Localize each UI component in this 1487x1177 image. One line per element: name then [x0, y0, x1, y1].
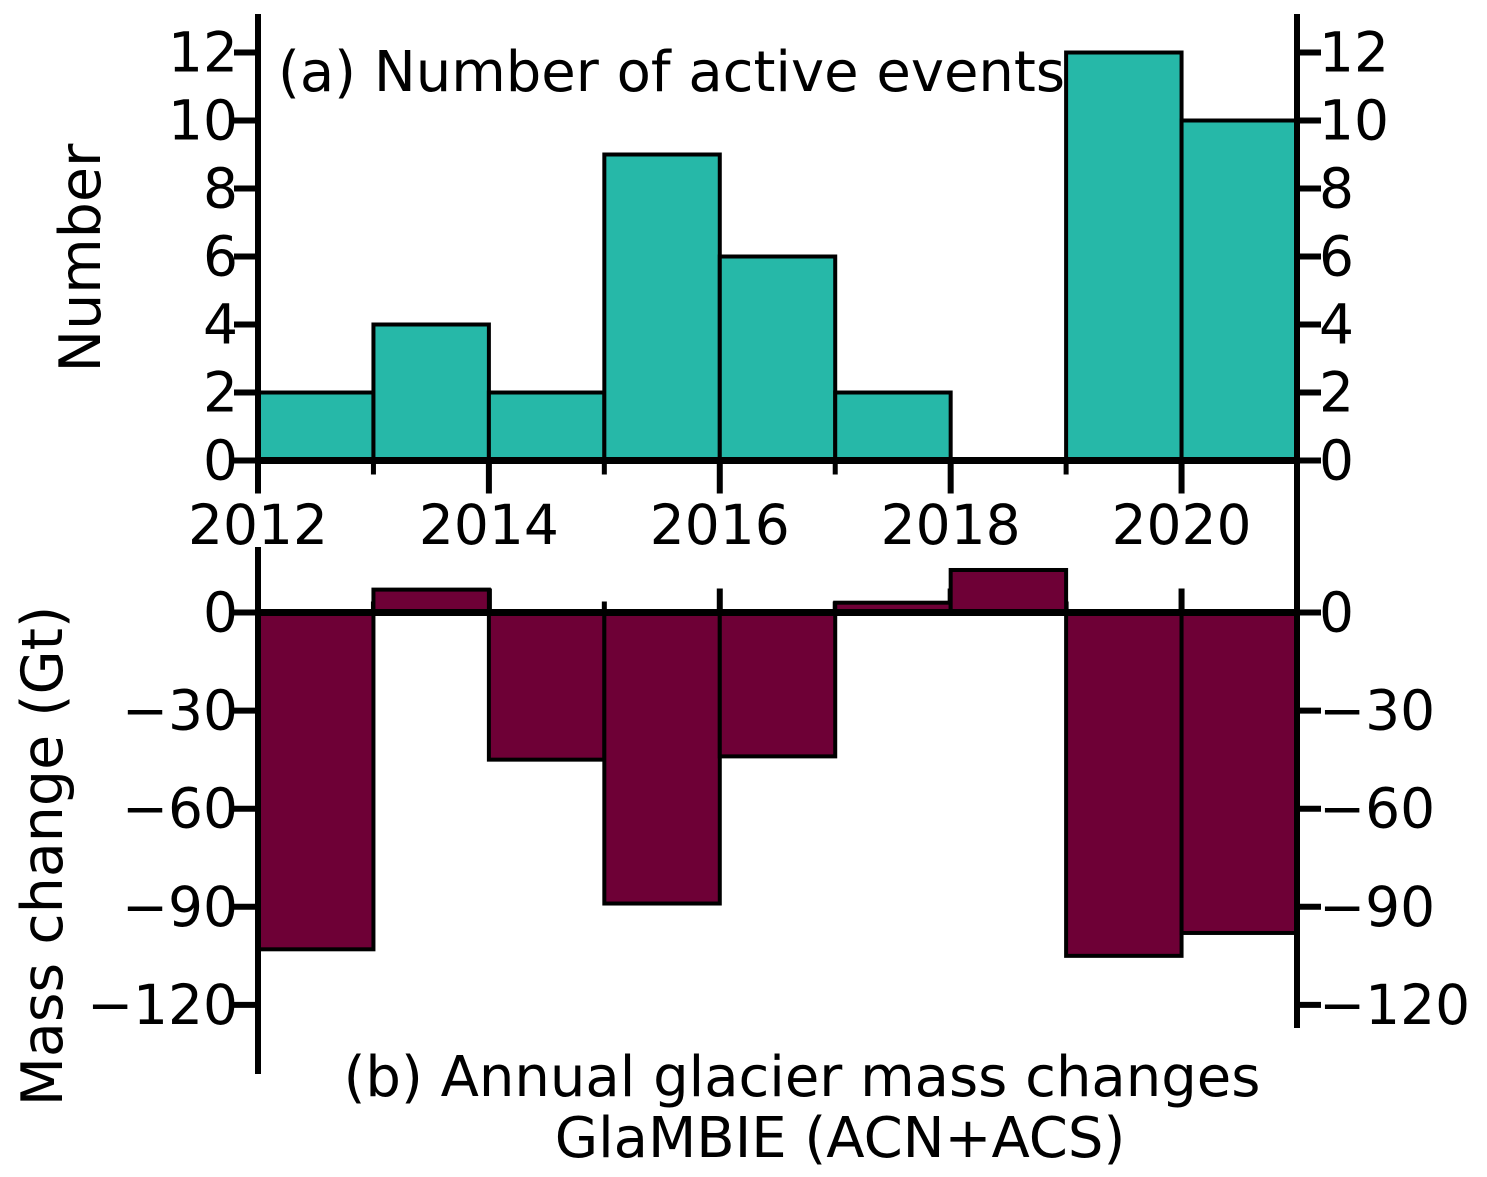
panel-a-bars — [256, 50, 1299, 463]
bar-mass-change-2018 — [948, 567, 1069, 615]
y-tick-label-left: −60 — [122, 777, 238, 841]
bar-mass-change-2015 — [602, 610, 722, 906]
x-tick-label: 2018 — [881, 493, 1021, 557]
y-tick-label-left: 6 — [203, 225, 238, 289]
y-tick-label-left: −90 — [122, 875, 238, 939]
y-tick-label-left: −120 — [87, 973, 238, 1037]
y-tick-label-left: −30 — [122, 679, 238, 743]
y-tick-label-left: 8 — [203, 157, 238, 221]
y-tick-label-right: 0 — [1319, 581, 1354, 645]
y-tick-label-right: −60 — [1319, 777, 1435, 841]
bar-events-2012 — [256, 390, 376, 463]
bar-events-2016 — [717, 254, 838, 463]
y-tick-label-left: 12 — [168, 21, 238, 85]
x-tick-label: 2012 — [188, 493, 328, 557]
bar-mass-change-2019 — [1064, 610, 1184, 958]
panel-b-ticks: 0 0 −30 −30 −60 −60 −90 −90 −120 −120 — [87, 581, 1470, 1037]
bar-events-2013 — [371, 322, 491, 463]
bar-events-2019 — [1064, 50, 1184, 463]
y-tick-label-right: 10 — [1319, 89, 1389, 153]
y-tick-label-left: 4 — [203, 293, 238, 357]
y-tick-label-right: 8 — [1319, 157, 1354, 221]
y-tick-label-left: 2 — [203, 361, 238, 425]
y-tick-label-right: −120 — [1319, 973, 1470, 1037]
panel-b-title-line1: (b) Annual glacier mass changes — [344, 1045, 1261, 1110]
y-tick-label-right: 12 — [1319, 21, 1389, 85]
bar-events-2017 — [833, 390, 953, 463]
bar-mass-change-2012 — [256, 610, 376, 952]
bar-mass-change-2016 — [717, 610, 838, 759]
y-tick-label-right: 0 — [1319, 429, 1354, 493]
panel-a-title: (a) Number of active events — [278, 40, 1065, 105]
panel-b-bars — [256, 567, 1299, 958]
x-tick-label: 2014 — [419, 493, 559, 557]
y-tick-label-left: 0 — [203, 581, 238, 645]
panel-b-y-axis-label: Mass change (Gt) — [10, 606, 76, 1107]
x-tick-label: 2020 — [1112, 493, 1252, 557]
bar-mass-change-2020 — [1179, 610, 1299, 935]
bar-mass-change-2014 — [486, 610, 607, 762]
panel-b-title-line2: GlaMBIE (ACN+ACS) — [555, 1106, 1126, 1171]
panel-b-axes — [255, 14, 1300, 1074]
bar-events-2015 — [602, 152, 722, 463]
y-tick-label-right: 2 — [1319, 361, 1354, 425]
panel-a-y-axis-label: Number — [48, 143, 114, 373]
bar-events-2014 — [486, 390, 607, 463]
y-tick-label-right: −90 — [1319, 875, 1435, 939]
y-tick-label-left: 10 — [168, 89, 238, 153]
bar-events-2020 — [1179, 118, 1299, 463]
y-tick-label-right: −30 — [1319, 679, 1435, 743]
y-tick-label-left: 0 — [203, 429, 238, 493]
x-tick-label: 2016 — [650, 493, 790, 557]
panel-a-axes — [255, 14, 1300, 464]
y-tick-label-right: 4 — [1319, 293, 1354, 357]
y-tick-label-right: 6 — [1319, 225, 1354, 289]
